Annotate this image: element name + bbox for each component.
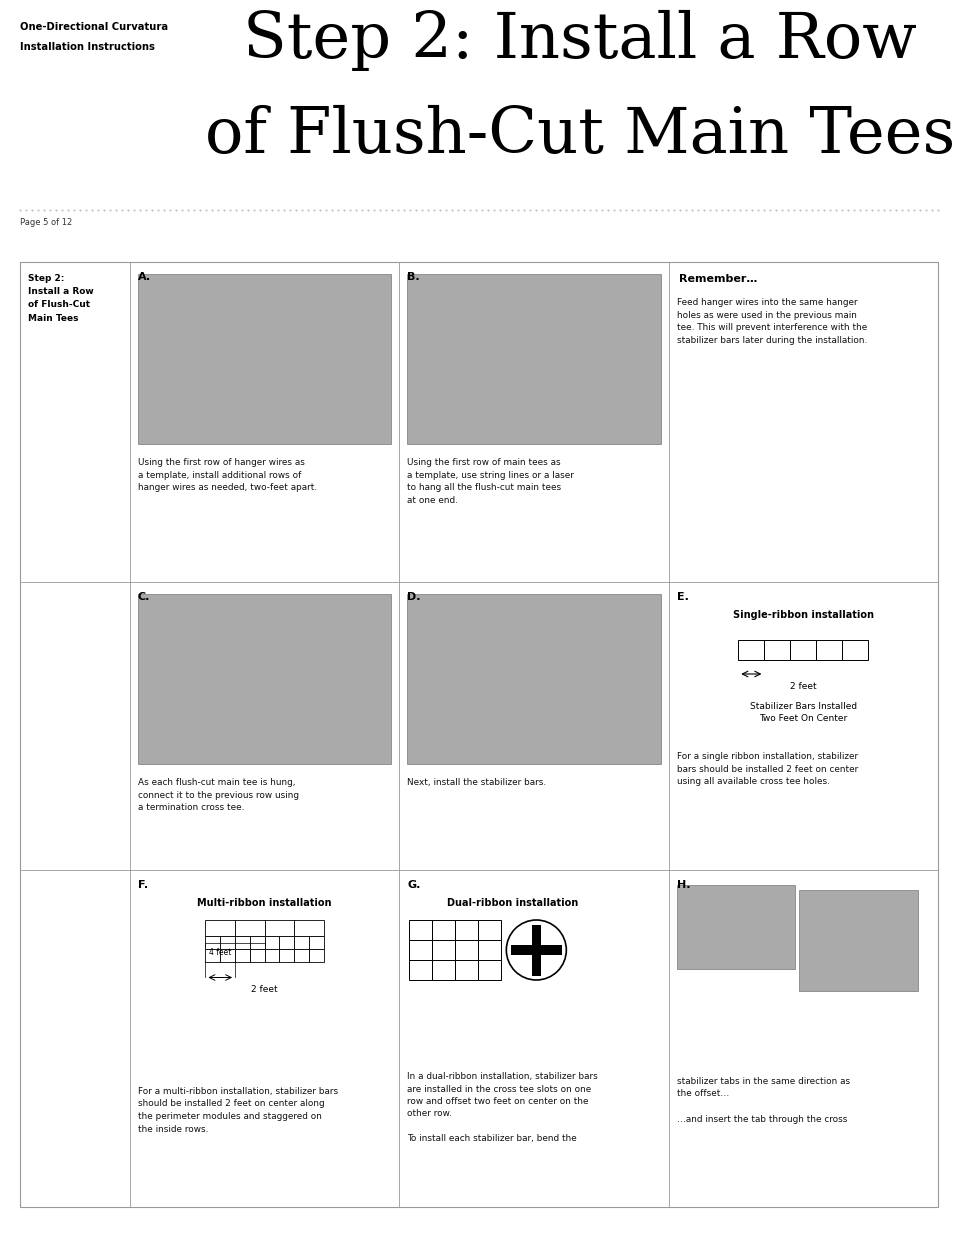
Text: B.: B. [407, 272, 419, 282]
Bar [234, 935, 250, 948]
Bar [799, 890, 917, 992]
Bar [409, 960, 432, 981]
Bar [477, 920, 501, 940]
Bar [264, 935, 279, 948]
Bar [455, 960, 477, 981]
Bar [205, 948, 220, 962]
Text: Multi-ribbon installation: Multi-ribbon installation [197, 898, 332, 908]
Bar [294, 920, 323, 935]
Bar [841, 640, 867, 659]
Bar [279, 948, 294, 962]
Bar [279, 935, 294, 948]
Text: Using the first row of main tees as
a template, use string lines or a laser
to h: Using the first row of main tees as a te… [407, 458, 574, 505]
Text: Installation Instructions: Installation Instructions [20, 42, 154, 52]
Bar [789, 640, 816, 659]
Text: Using the first row of hanger wires as
a template, install additional rows of
ha: Using the first row of hanger wires as a… [138, 458, 316, 492]
Bar [138, 594, 391, 764]
Bar [432, 940, 455, 960]
Text: Single-ribbon installation: Single-ribbon installation [732, 610, 873, 620]
Text: 2 feet: 2 feet [251, 986, 277, 994]
Bar [738, 640, 763, 659]
Text: As each flush-cut main tee is hung,
connect it to the previous row using
a termi: As each flush-cut main tee is hung, conn… [138, 778, 298, 811]
Bar [234, 948, 250, 962]
Bar [407, 274, 660, 445]
Text: For a multi-ribbon installation, stabilizer bars
should be installed 2 feet on c: For a multi-ribbon installation, stabili… [138, 1087, 337, 1134]
Bar [294, 948, 309, 962]
Bar [205, 935, 220, 948]
Bar [20, 262, 937, 1207]
Text: Step 2: Install a Row: Step 2: Install a Row [243, 10, 916, 72]
Text: Page 5 of 12: Page 5 of 12 [20, 219, 72, 227]
Bar [455, 940, 477, 960]
Text: H.: H. [676, 881, 689, 890]
Bar [510, 945, 561, 955]
Bar [477, 960, 501, 981]
Text: F.: F. [138, 881, 148, 890]
Bar [309, 948, 323, 962]
Bar [309, 935, 323, 948]
Bar [432, 920, 455, 940]
Bar [477, 940, 501, 960]
Bar [763, 640, 789, 659]
Text: Dual-ribbon installation: Dual-ribbon installation [446, 898, 578, 908]
Text: Step 2:
Install a Row
of Flush-Cut
Main Tees: Step 2: Install a Row of Flush-Cut Main … [28, 274, 93, 322]
Text: 2 feet: 2 feet [789, 682, 816, 692]
Text: of Flush-Cut Main Tees: of Flush-Cut Main Tees [205, 105, 953, 165]
Bar [531, 925, 540, 976]
Text: Feed hanger wires into the same hanger
holes as were used in the previous main
t: Feed hanger wires into the same hanger h… [676, 298, 866, 345]
Bar [220, 948, 234, 962]
Text: C.: C. [138, 592, 151, 601]
Text: 4 feet: 4 feet [210, 948, 232, 957]
Text: A.: A. [138, 272, 151, 282]
Bar [264, 948, 279, 962]
Bar [455, 920, 477, 940]
Text: Remember…: Remember… [678, 274, 757, 284]
Text: Stabilizer Bars Installed
Two Feet On Center: Stabilizer Bars Installed Two Feet On Ce… [749, 701, 856, 722]
Bar [250, 935, 264, 948]
Bar [264, 920, 294, 935]
Bar [409, 920, 432, 940]
Bar [220, 935, 234, 948]
Bar [294, 935, 309, 948]
Bar [407, 594, 660, 764]
Bar [409, 940, 432, 960]
Bar [205, 920, 234, 935]
Bar [676, 885, 795, 969]
Circle shape [506, 920, 566, 981]
Bar [138, 274, 391, 445]
Text: Next, install the stabilizer bars.: Next, install the stabilizer bars. [407, 778, 546, 787]
Text: G.: G. [407, 881, 420, 890]
Text: stabilizer tabs in the same direction as
the offset…

…and insert the tab throug: stabilizer tabs in the same direction as… [676, 1077, 849, 1124]
Bar [250, 948, 264, 962]
Text: In a dual-ribbon installation, stabilizer bars
are installed in the cross tee sl: In a dual-ribbon installation, stabilize… [407, 1072, 598, 1144]
Bar [234, 920, 264, 935]
Text: E.: E. [676, 592, 688, 601]
Bar [432, 960, 455, 981]
Text: D.: D. [407, 592, 420, 601]
Text: One-Directional Curvatura: One-Directional Curvatura [20, 22, 168, 32]
Text: For a single ribbon installation, stabilizer
bars should be installed 2 feet on : For a single ribbon installation, stabil… [676, 752, 857, 785]
Bar [816, 640, 841, 659]
